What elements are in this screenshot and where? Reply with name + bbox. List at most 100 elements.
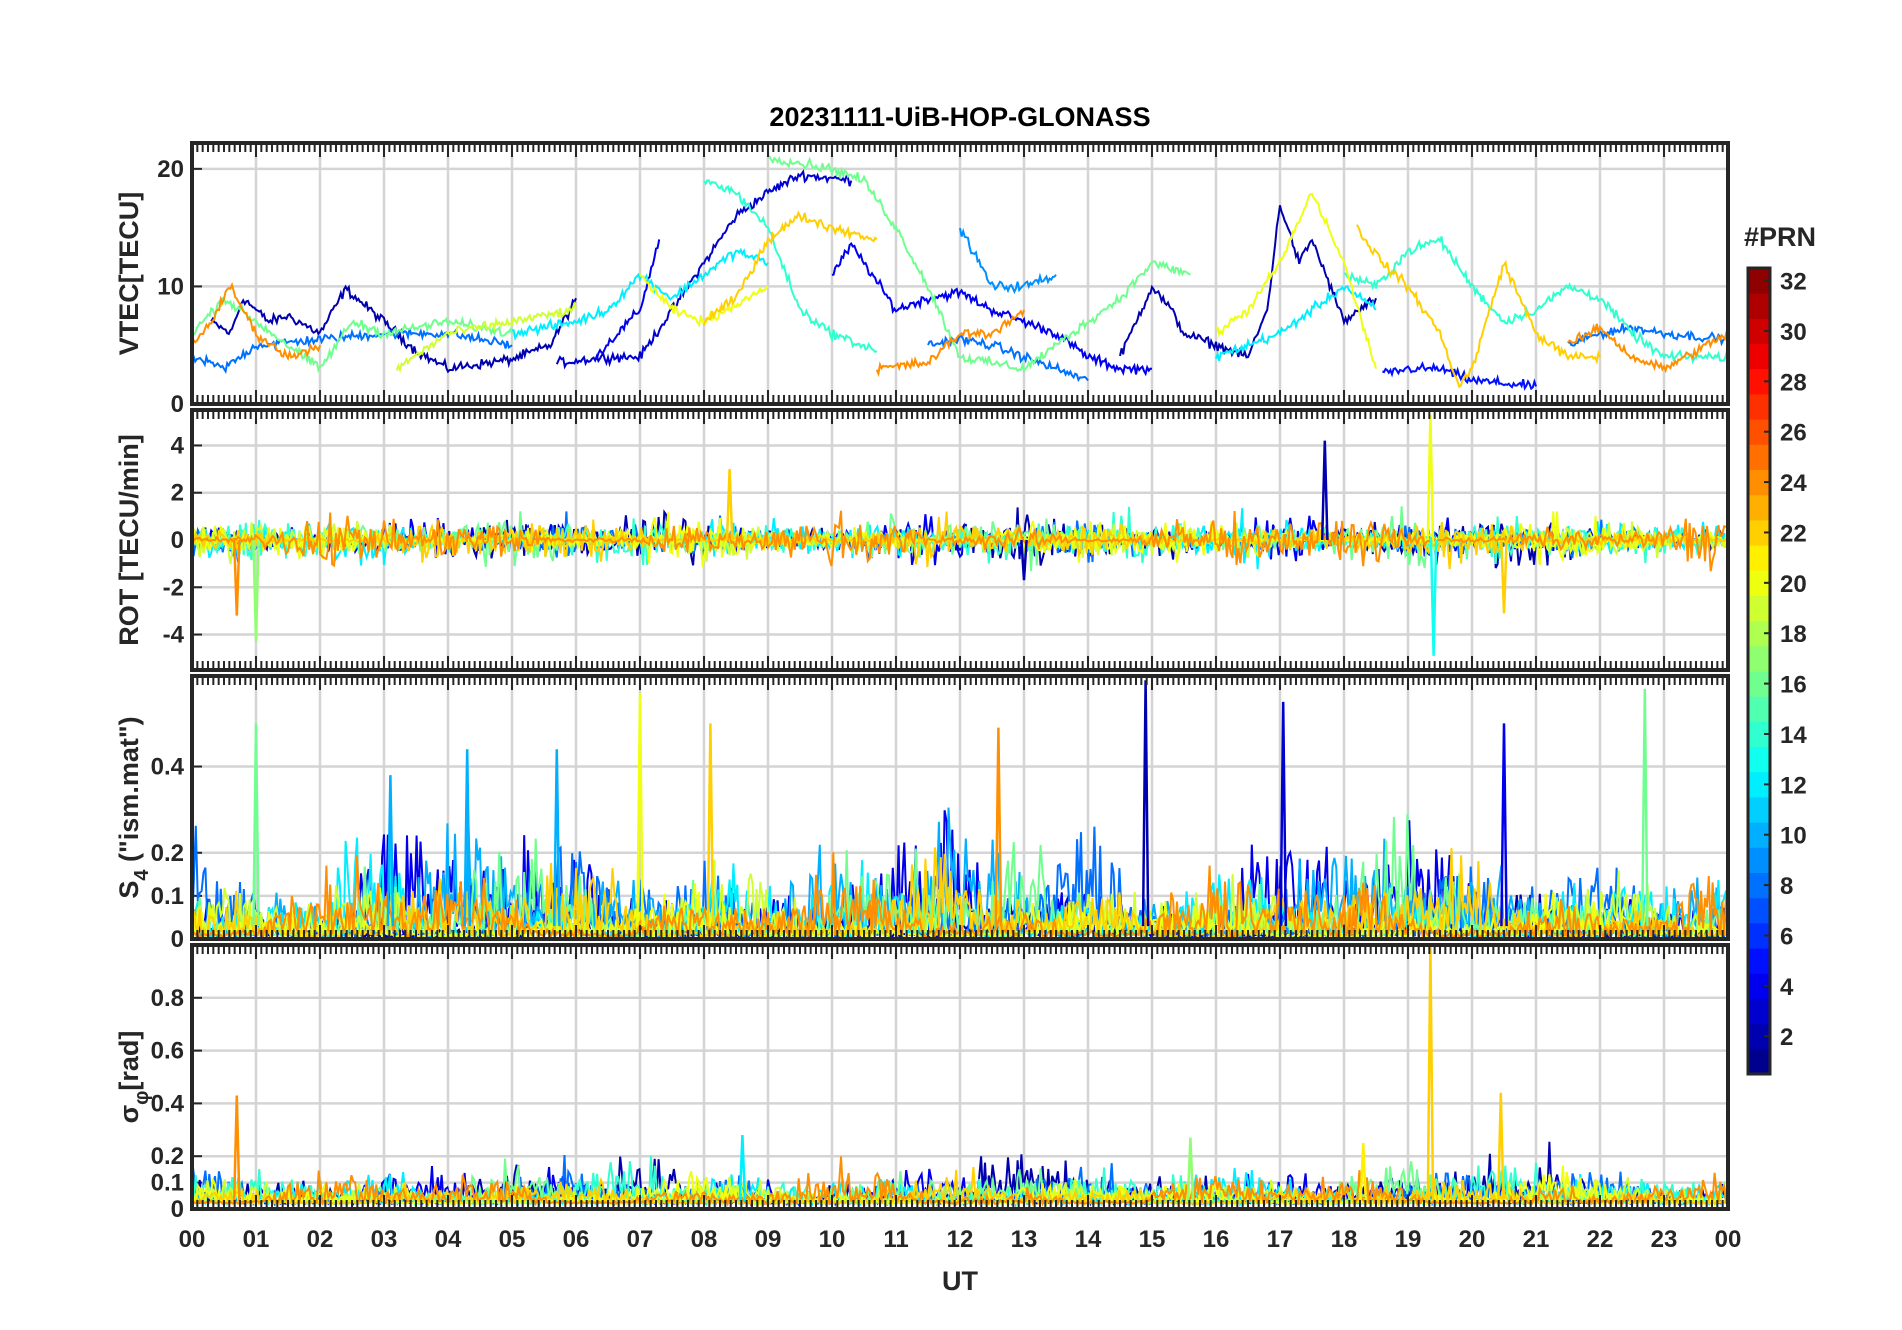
colorbar-tick-label: 28 (1780, 369, 1807, 396)
colorbar-tick-label: 6 (1780, 923, 1793, 950)
y-axis-label-main: S (114, 881, 144, 899)
sigma-spike-prn-21 (1359, 1142, 1368, 1202)
vtec-line-prn-14 (703, 179, 878, 354)
x-tick-label: 19 (1395, 1226, 1422, 1253)
x-tick-label: 08 (691, 1226, 718, 1253)
colorbar-swatch-prn-3 (1748, 998, 1770, 1025)
colorbar-title: #PRN (1744, 222, 1816, 252)
s4-spike-prn-10 (552, 749, 561, 927)
vtec-line-prn-12 (1215, 284, 1377, 362)
sigma-spike-prn-24 (232, 1095, 241, 1202)
vtec-line-prn-20 (1216, 192, 1377, 369)
x-tick-label: 12 (947, 1226, 974, 1253)
y-tick-label: 0.4 (151, 754, 185, 781)
y-tick-label: 4 (171, 432, 185, 459)
colorbar-swatch-prn-11 (1748, 796, 1770, 823)
s4-spike-prn-16 (252, 723, 260, 927)
y-tick-label: 0.8 (151, 985, 184, 1012)
y-tick-label: 2 (171, 480, 184, 507)
colorbar-swatch-prn-9 (1748, 847, 1770, 873)
x-tick-label: 02 (307, 1226, 334, 1253)
colorbar-swatch-prn-7 (1748, 897, 1770, 924)
y-tick-label: 0.1 (151, 1170, 184, 1197)
colorbar-tick-label: 12 (1780, 772, 1807, 799)
colorbar-tick-label: 10 (1780, 823, 1807, 850)
y-axis-label-subscript: 4 (131, 869, 153, 881)
vtec-line-prn-2 (1119, 205, 1377, 359)
x-tick-label: 23 (1651, 1226, 1678, 1253)
panel-frame (190, 674, 1730, 941)
s4-spike-prn-3 (1279, 701, 1288, 927)
x-tick-label: 06 (563, 1226, 590, 1253)
colorbar-frame (1746, 266, 1772, 1076)
x-axis-label: UT (942, 1266, 978, 1296)
y-axis-label-main: ROT [TECU/min] (114, 434, 144, 645)
x-tick-label: 20 (1459, 1226, 1486, 1253)
colorbar-swatch-prn-12 (1748, 771, 1770, 798)
x-tick-label: 09 (755, 1226, 782, 1253)
y-tick-label: 0 (171, 391, 184, 418)
vtec-line-prn-24 (192, 281, 321, 362)
colorbar-tick-label: 2 (1780, 1024, 1793, 1051)
sigma-spike-prn-22 (1426, 945, 1435, 1202)
colorbar-swatch-prn-29 (1748, 343, 1770, 370)
colorbar-swatch-prn-26 (1748, 419, 1770, 445)
colorbar-tick-label: 16 (1780, 672, 1807, 699)
x-tick-label: 00 (1715, 1226, 1742, 1253)
x-tick-label: 07 (627, 1226, 654, 1253)
vtec-line-prn-4 (594, 239, 661, 361)
panel-vtec: 0 10 20 VTEC[TECU] (114, 141, 1730, 418)
x-tick-label: 10 (819, 1226, 846, 1253)
y-tick-label: 0.2 (151, 1143, 184, 1170)
panel-sigma: 00.10.2 0.4 0.6 0.8 σφ[rad] (114, 943, 1730, 1223)
colorbar-tick-label: 4 (1780, 974, 1794, 1001)
vtec-line-prn-12 (511, 247, 769, 341)
colorbar-swatch-prn-19 (1748, 595, 1770, 622)
panel-frame (190, 141, 1730, 406)
vtec-line-prn-5 (1382, 360, 1537, 392)
panel-frame (190, 943, 1730, 1211)
y-axis-label-suffix: [rad] (114, 1031, 144, 1091)
panel-s4: 00.10.20.4S4 ("ism.mat") (114, 674, 1730, 953)
y-tick-label: 0 (171, 926, 184, 953)
vtec-line-prn-8 (192, 327, 513, 375)
vtec-line-prn-20 (639, 273, 769, 328)
x-tick-label: 17 (1267, 1226, 1294, 1253)
y-axis-label-main: VTEC[TECU] (114, 192, 144, 356)
x-tick-label: 05 (499, 1226, 526, 1253)
y-tick-label: -2 (163, 574, 184, 601)
vtec-line-prn-4 (831, 242, 1153, 377)
rot-line-prn-24 (192, 510, 1727, 572)
rot-spike-prn-2 (1020, 539, 1028, 581)
rot-line-prn-22 (192, 511, 1727, 570)
colorbar-swatch-prn-10 (1748, 822, 1770, 848)
colorbar-tick-label: 14 (1780, 722, 1807, 749)
y-axis-label-main: σ (114, 1105, 144, 1123)
panel-frame (190, 408, 1730, 672)
x-tick-label: 21 (1523, 1226, 1550, 1253)
colorbar-swatch-prn-13 (1748, 746, 1770, 773)
colorbar-swatch-prn-28 (1748, 368, 1770, 395)
rot-spike-prn-13 (1429, 539, 1438, 656)
colorbar-swatch-prn-20 (1748, 570, 1770, 596)
colorbar-tick-label: 24 (1780, 470, 1807, 497)
vtec-line-prn-8 (1567, 323, 1728, 347)
sigma-spike-prn-12 (738, 1135, 747, 1202)
x-tick-label: 13 (1011, 1226, 1038, 1253)
s4-spike-prn-20 (636, 693, 644, 927)
series-group (192, 155, 1728, 392)
colorbar-swatch-prn-24 (1748, 469, 1770, 496)
colorbar-tick-label: 26 (1780, 420, 1807, 447)
colorbar-swatch-prn-23 (1748, 494, 1770, 521)
s4-spike-prn-16 (1640, 688, 1649, 927)
colorbar-swatch-prn-8 (1748, 872, 1770, 899)
s4-spike-prn-4 (1500, 723, 1508, 927)
y-tick-label: 0.1 (151, 883, 184, 910)
x-tick-label: 04 (435, 1226, 462, 1253)
colorbar-swatch-prn-21 (1748, 545, 1770, 571)
colorbar-tick-label: 22 (1780, 520, 1807, 547)
panel-rot: -4 -2 0 2 4 ROT [TECU/min] (114, 408, 1730, 672)
y-tick-label: 20 (157, 156, 184, 183)
colorbar-swatch-prn-16 (1748, 671, 1770, 697)
